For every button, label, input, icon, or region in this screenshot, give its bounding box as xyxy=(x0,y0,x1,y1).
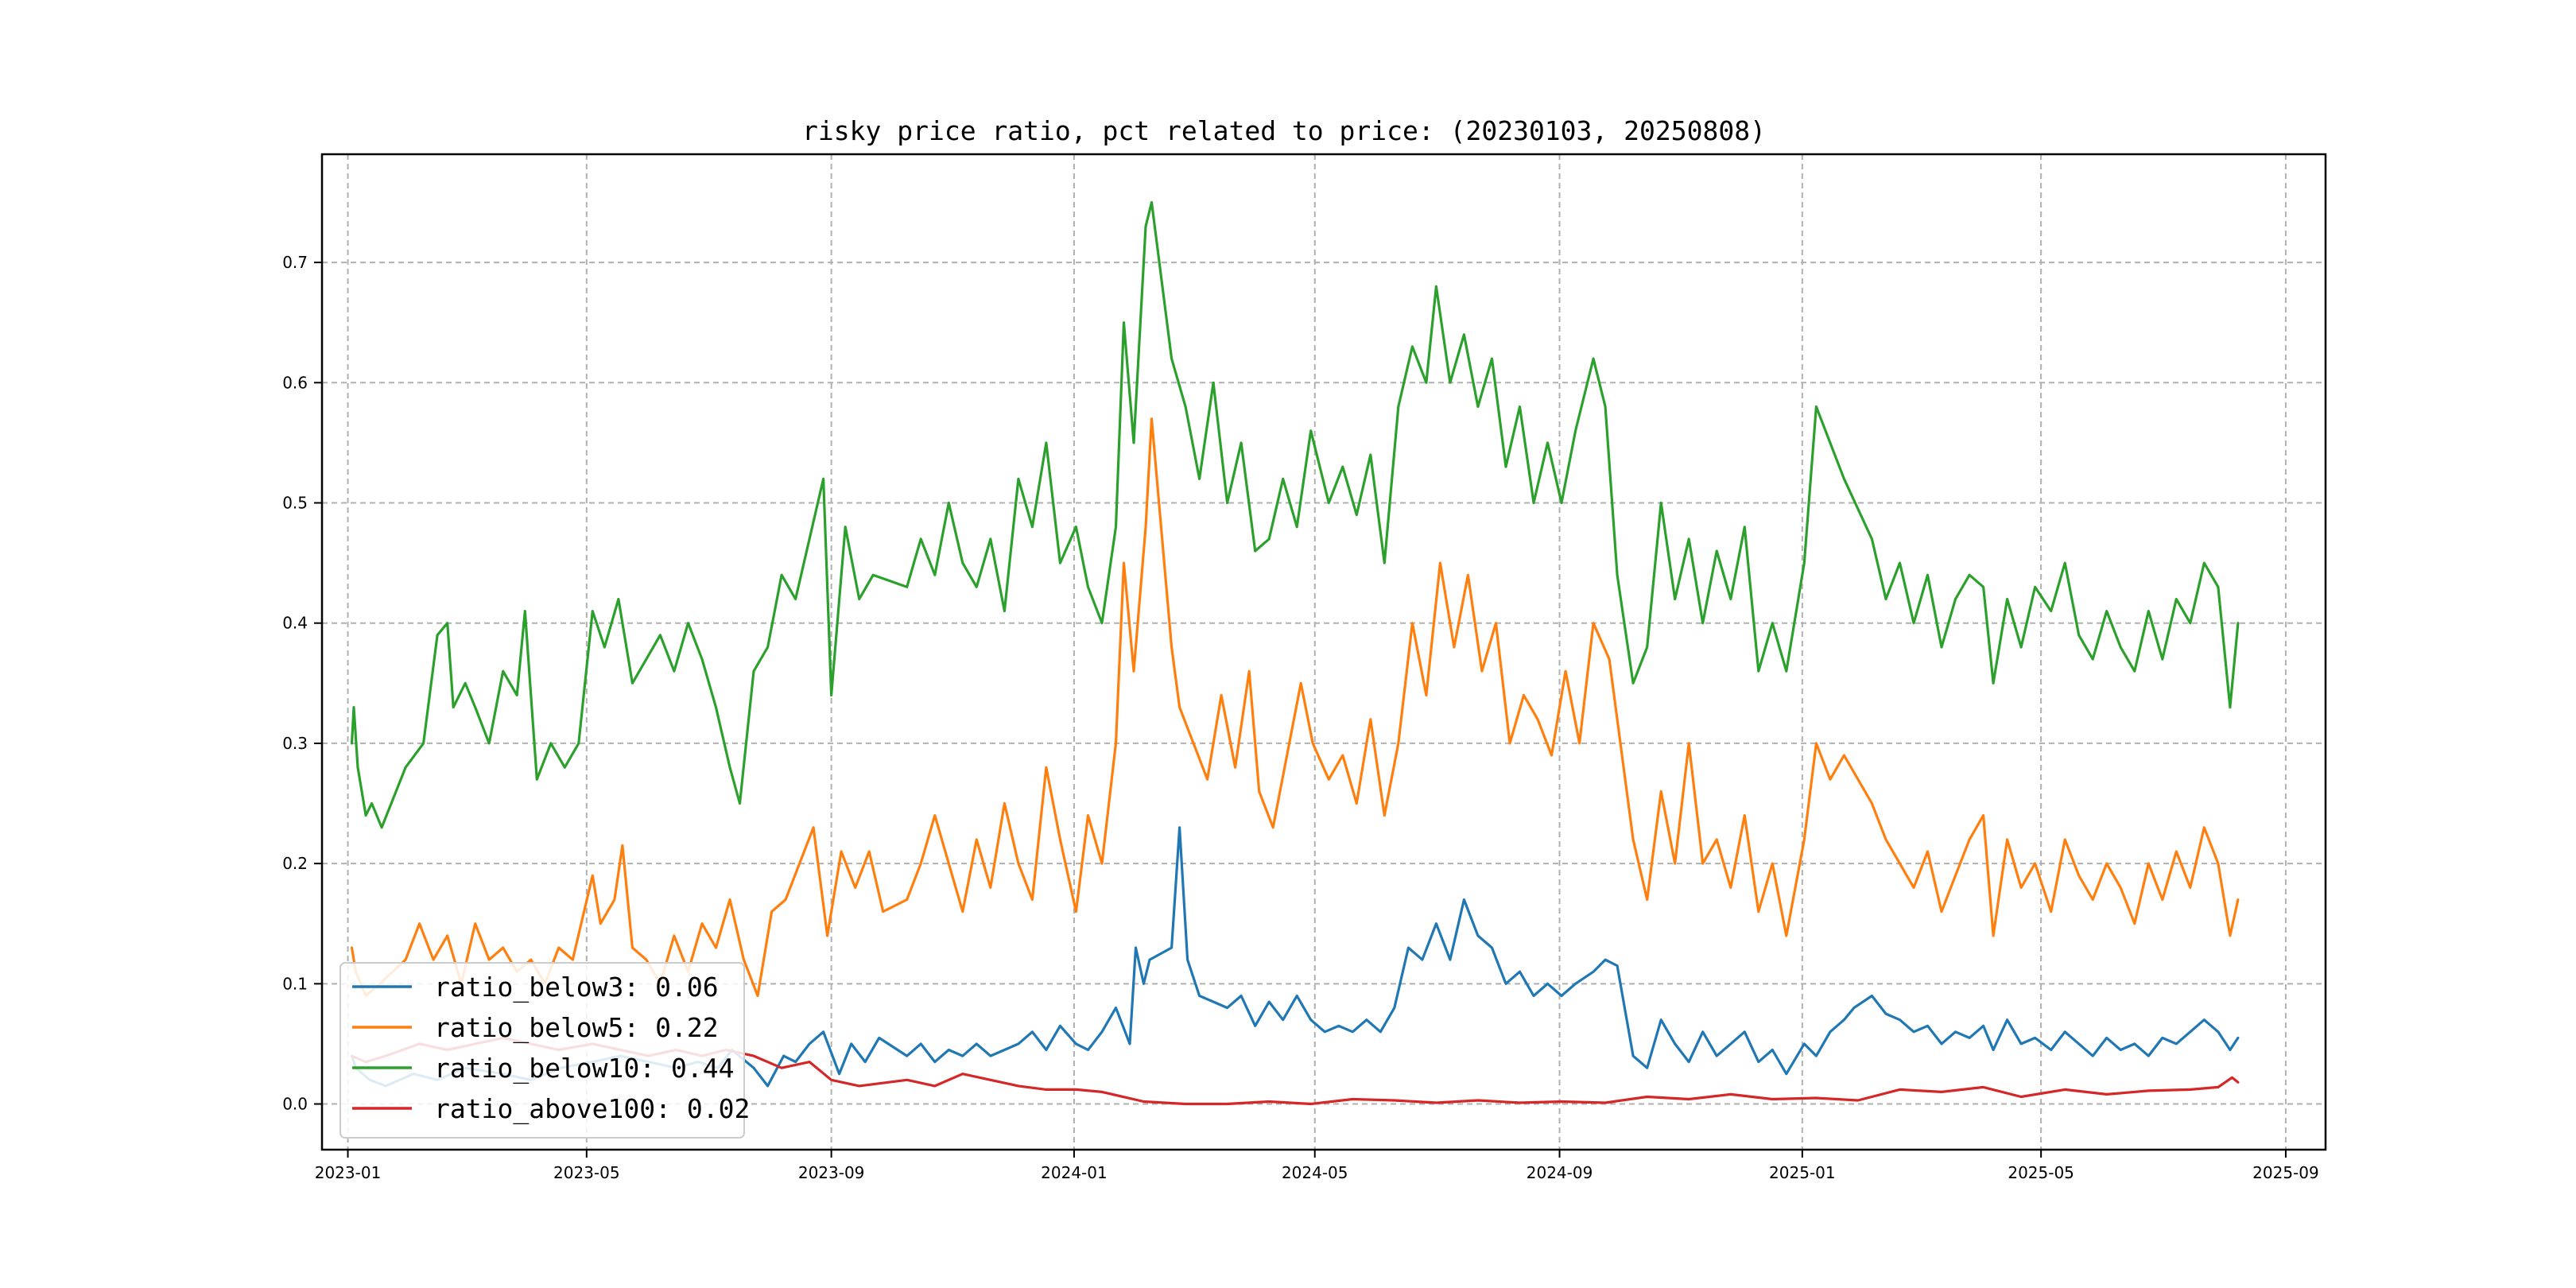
legend-label-ratio-below5: ratio_below5: 0.22 xyxy=(434,1012,719,1044)
y-tick-label: 0.1 xyxy=(282,974,308,993)
y-tick-label: 0.5 xyxy=(282,494,308,513)
y-tick-label: 0.4 xyxy=(282,614,308,633)
legend-label-ratio-below3: ratio_below3: 0.06 xyxy=(434,972,719,1003)
x-tick-label: 2024-01 xyxy=(1041,1163,1108,1182)
y-tick-label: 0.3 xyxy=(282,734,308,753)
x-tick-label: 2023-05 xyxy=(553,1163,620,1182)
series-line-ratio-below10 xyxy=(350,200,2240,829)
y-axis: 0.0 0.1 0.2 0.3 0.4 0.5 0.6 0.7 xyxy=(282,253,322,1114)
legend-label-ratio-below10: ratio_below10: 0.44 xyxy=(434,1053,735,1084)
x-tick-label: 2025-05 xyxy=(2008,1163,2074,1182)
legend: ratio_below3: 0.06 ratio_below5: 0.22 ra… xyxy=(339,962,750,1139)
x-tick-label: 2024-09 xyxy=(1527,1163,1593,1182)
chart-title: risky price ratio, pct related to price:… xyxy=(802,115,1766,146)
plot-frame xyxy=(320,153,2327,1151)
y-tick-label: 0.6 xyxy=(282,373,308,392)
x-axis: 2023-01 2023-05 2023-09 2024-01 2024-05 2024-… xyxy=(315,1150,2319,1182)
x-tick-label: 2025-09 xyxy=(2252,1163,2319,1182)
x-tick-label: 2023-09 xyxy=(798,1163,865,1182)
x-tick-label: 2024-05 xyxy=(1282,1163,1348,1182)
legend-label-ratio-above100: ratio_above100: 0.02 xyxy=(434,1093,750,1125)
legend-box xyxy=(339,962,745,1139)
y-tick-label: 0.7 xyxy=(282,253,308,272)
x-tick-label: 2025-01 xyxy=(1769,1163,1836,1182)
series-line-ratio-below3 xyxy=(350,826,2240,1088)
y-tick-label: 0.0 xyxy=(282,1095,308,1114)
x-tick-label: 2023-01 xyxy=(315,1163,382,1182)
y-tick-label: 0.2 xyxy=(282,854,308,873)
